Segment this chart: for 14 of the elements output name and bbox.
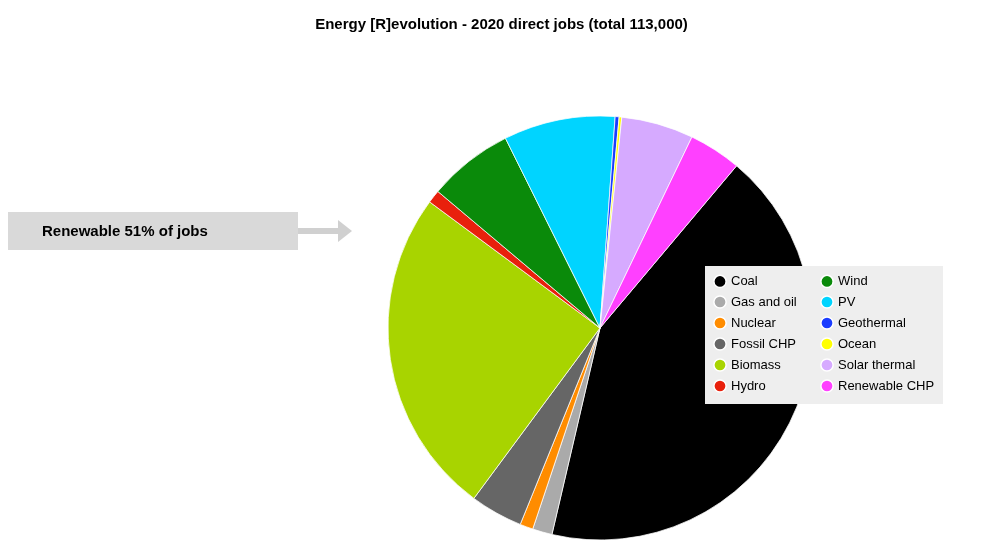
legend-label: Nuclear [731,315,777,330]
legend-label: PV [838,294,856,309]
chart-title: Energy [R]evolution - 2020 direct jobs (total 113,000) [315,15,688,32]
legend-label: Coal [731,273,758,289]
legend-label: Hydro [731,378,766,393]
text: Renewable 51% of jobs [8,212,298,250]
legend-label: Solar thermal [838,357,916,372]
legend-label: Renewable CHP [838,378,935,393]
legend-label: Wind [838,273,868,289]
legend-label: Biomass [731,357,782,372]
legend-label: Ocean [838,336,877,351]
legend-label: Fossil CHP [731,336,797,351]
legend-label: Gas and oil [731,294,797,309]
legend-label: Geothermal [838,315,907,330]
